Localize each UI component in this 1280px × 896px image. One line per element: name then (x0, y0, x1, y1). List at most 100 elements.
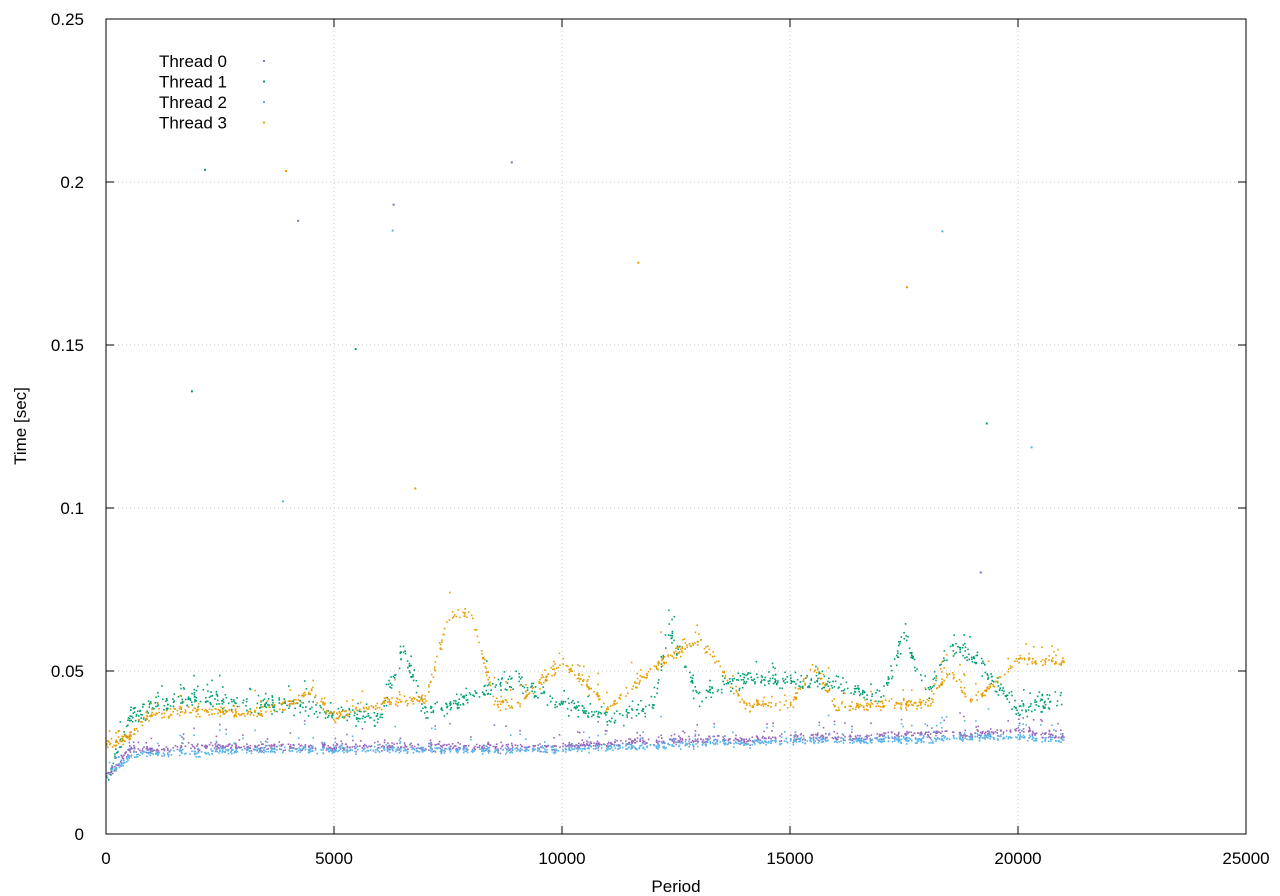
data-point (688, 738, 691, 740)
data-point (849, 741, 851, 744)
data-point (349, 748, 352, 751)
data-point (254, 729, 256, 732)
data-point (887, 740, 890, 743)
data-point (706, 737, 709, 740)
data-point (762, 705, 765, 707)
data-point (739, 737, 742, 739)
data-point (790, 703, 792, 706)
data-point (264, 746, 266, 749)
data-point (895, 664, 898, 667)
data-point (249, 744, 252, 747)
data-point (388, 701, 391, 703)
x-tick-label: 15000 (766, 849, 813, 868)
data-point (631, 742, 633, 745)
data-point (289, 689, 292, 691)
data-point (415, 747, 418, 750)
data-point (314, 749, 317, 751)
data-point (631, 700, 634, 703)
data-point (446, 705, 448, 708)
data-point (765, 737, 767, 740)
data-point (794, 696, 797, 699)
data-point (139, 754, 141, 757)
data-point (332, 718, 335, 721)
data-point (656, 687, 659, 690)
data-point (990, 735, 993, 738)
data-point (463, 695, 466, 697)
data-point (508, 686, 511, 688)
data-point (551, 697, 554, 699)
data-point (208, 753, 210, 756)
data-point (927, 704, 929, 707)
data-point (323, 747, 325, 749)
data-point (627, 743, 629, 745)
data-point (526, 695, 528, 697)
data-point (798, 741, 800, 743)
data-point (675, 743, 678, 746)
data-point (446, 744, 448, 746)
data-point (946, 676, 948, 679)
data-point (985, 736, 988, 738)
data-point (341, 710, 343, 713)
data-point (635, 715, 638, 717)
data-point (227, 745, 229, 747)
data-point (870, 699, 872, 702)
data-point (910, 704, 913, 706)
data-point (215, 740, 218, 743)
data-point (932, 740, 934, 743)
data-point (400, 658, 402, 660)
data-point (480, 650, 483, 652)
data-point (217, 746, 219, 749)
data-point (996, 677, 998, 679)
data-point (566, 745, 569, 747)
data-point (631, 709, 634, 711)
data-point (336, 744, 339, 746)
data-point (534, 695, 536, 697)
data-point (913, 666, 916, 669)
data-point (195, 689, 198, 692)
data-point (1015, 727, 1018, 730)
data-point (906, 733, 908, 735)
data-point (1006, 694, 1009, 697)
data-point (755, 739, 758, 741)
data-point (630, 741, 633, 743)
data-point (436, 748, 438, 750)
data-point (194, 747, 196, 750)
data-point (178, 750, 181, 752)
data-point (598, 745, 600, 748)
data-point (499, 703, 502, 705)
data-point (157, 692, 159, 694)
data-point (865, 741, 867, 743)
data-point (833, 730, 835, 733)
data-point (537, 747, 539, 750)
data-point (260, 710, 262, 712)
data-point (214, 698, 216, 700)
data-point (809, 739, 811, 742)
data-point (1048, 701, 1051, 703)
data-point (772, 677, 774, 680)
data-point (411, 676, 414, 678)
data-point (610, 745, 612, 747)
data-point (968, 738, 970, 741)
data-point (900, 706, 902, 709)
data-point (485, 671, 487, 674)
data-point (771, 662, 774, 665)
data-point (980, 693, 983, 696)
data-point (911, 651, 913, 654)
data-point (322, 701, 324, 703)
data-point (487, 747, 489, 749)
data-point (752, 706, 754, 708)
data-point (193, 734, 195, 736)
data-point (938, 686, 941, 688)
data-point (449, 751, 452, 753)
data-point (210, 703, 212, 706)
data-point (582, 743, 584, 746)
data-point (837, 675, 840, 678)
data-point (273, 705, 275, 708)
data-point (195, 715, 198, 718)
data-point (694, 730, 697, 732)
data-point (952, 736, 955, 739)
data-point (848, 738, 851, 741)
data-point (1003, 737, 1006, 739)
data-point (989, 686, 991, 688)
data-point (532, 745, 535, 747)
